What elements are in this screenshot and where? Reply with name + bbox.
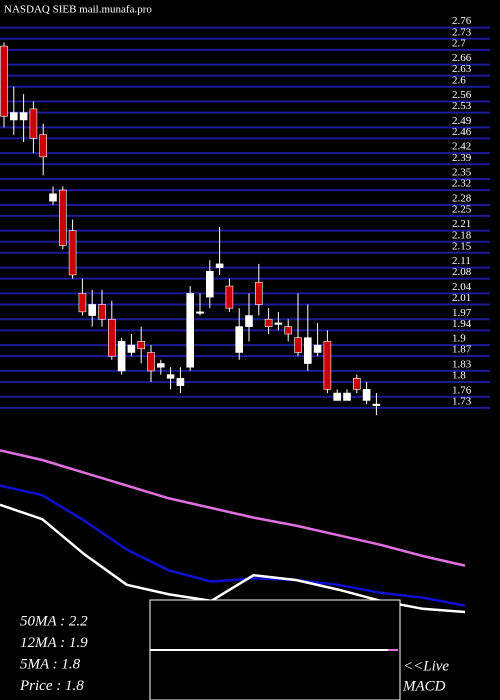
candle-body bbox=[362, 389, 371, 401]
candle-body bbox=[58, 189, 67, 246]
ma-line bbox=[0, 484, 466, 607]
y-tick-label: 2.49 bbox=[452, 115, 472, 127]
candle-body bbox=[157, 363, 165, 368]
candle-body bbox=[323, 341, 332, 390]
y-tick-label: 1.97 bbox=[452, 307, 472, 319]
candle-body bbox=[235, 326, 243, 353]
y-tick-label: 1.87 bbox=[452, 344, 472, 356]
y-tick-label: 2.63 bbox=[452, 63, 472, 75]
ma-line bbox=[0, 449, 466, 567]
candle-body bbox=[39, 134, 48, 158]
candle-body bbox=[196, 311, 204, 314]
legend-entry: 5MA : 1.8 bbox=[20, 656, 81, 672]
y-tick-label: 2.56 bbox=[452, 89, 472, 101]
y-tick-label: 2.04 bbox=[452, 281, 472, 293]
y-tick-label: 1.9 bbox=[452, 333, 466, 345]
macd-label: MACD bbox=[402, 678, 446, 694]
candle-body bbox=[303, 337, 312, 364]
candle-body bbox=[29, 108, 38, 139]
candle-body bbox=[49, 193, 57, 202]
chart-title: NASDAQ SIEB mail.munafa.pro bbox=[4, 4, 152, 16]
candle-body bbox=[98, 304, 106, 320]
y-tick-label: 2.32 bbox=[452, 178, 471, 190]
y-tick-label: 2.08 bbox=[452, 266, 472, 278]
y-tick-label: 2.01 bbox=[452, 292, 471, 304]
candle-body bbox=[284, 326, 293, 335]
candle-body bbox=[245, 315, 253, 327]
candle-body bbox=[19, 112, 28, 121]
y-tick-label: 2.7 bbox=[452, 37, 466, 49]
y-tick-label: 2.21 bbox=[452, 218, 471, 230]
y-tick-label: 2.35 bbox=[452, 167, 472, 179]
legend-entry: 12MA : 1.9 bbox=[20, 635, 88, 651]
candle-body bbox=[176, 377, 185, 386]
candle-body bbox=[186, 293, 194, 368]
y-tick-label: 1.94 bbox=[452, 318, 472, 330]
candle-body bbox=[10, 112, 18, 121]
candle-body bbox=[255, 282, 263, 305]
ma-line bbox=[0, 503, 466, 614]
y-tick-label: 2.11 bbox=[452, 255, 471, 267]
y-tick-label: 2.42 bbox=[452, 141, 471, 153]
legend-entry: 50MA : 2.2 bbox=[20, 613, 88, 629]
candle-body bbox=[137, 341, 145, 350]
y-tick-label: 2.28 bbox=[452, 192, 472, 204]
candle-body bbox=[108, 318, 116, 357]
candle-body bbox=[313, 344, 322, 353]
candle-body bbox=[225, 285, 234, 309]
candle-body bbox=[352, 377, 361, 390]
candle-body bbox=[88, 304, 96, 316]
y-tick-label: 2.25 bbox=[452, 203, 472, 215]
candle-body bbox=[215, 263, 224, 268]
legend-entry: Price : 1.8 bbox=[19, 678, 84, 694]
y-tick-label: 2.18 bbox=[452, 229, 472, 241]
candle-body bbox=[0, 45, 8, 117]
y-tick-label: 2.46 bbox=[452, 126, 472, 138]
candle-body bbox=[343, 392, 351, 401]
candle-body bbox=[147, 352, 155, 372]
y-tick-label: 2.15 bbox=[452, 240, 472, 252]
candle-body bbox=[78, 293, 87, 313]
y-tick-label: 1.8 bbox=[452, 370, 466, 382]
y-tick-label: 2.39 bbox=[452, 152, 472, 164]
y-tick-label: 1.73 bbox=[452, 395, 472, 407]
y-tick-label: 2.6 bbox=[452, 74, 466, 86]
macd-label: <<Live bbox=[403, 658, 449, 674]
y-tick-label: 2.73 bbox=[452, 26, 472, 38]
candle-body bbox=[117, 341, 126, 372]
candle-body bbox=[206, 270, 214, 298]
y-tick-label: 2.76 bbox=[452, 15, 472, 27]
candle-body bbox=[264, 318, 273, 327]
candle-body bbox=[127, 344, 136, 353]
candle-body bbox=[333, 392, 342, 401]
y-tick-label: 1.83 bbox=[452, 358, 472, 370]
candle-body bbox=[372, 403, 381, 406]
candle-body bbox=[166, 374, 175, 379]
y-tick-label: 1.76 bbox=[452, 384, 472, 396]
candle-body bbox=[274, 322, 283, 325]
candle-body bbox=[68, 230, 77, 276]
y-tick-label: 2.53 bbox=[452, 100, 472, 112]
y-tick-label: 2.66 bbox=[452, 52, 472, 64]
candle-body bbox=[294, 337, 302, 353]
